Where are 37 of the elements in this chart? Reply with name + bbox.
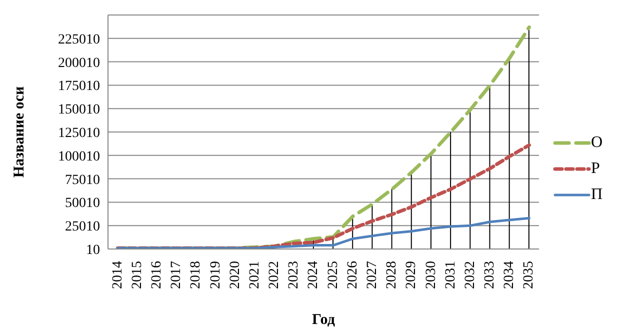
- y-tick-label: 175010: [58, 79, 100, 94]
- x-tick-label: 2034: [502, 261, 518, 289]
- x-tick-label: 2020: [228, 261, 243, 289]
- x-tick-label: 2027: [364, 261, 380, 289]
- x-tick-label: 2019: [208, 261, 224, 289]
- legend-label: Р: [591, 160, 600, 178]
- x-tick-label: 2033: [482, 261, 498, 289]
- x-tick-label: 2029: [404, 261, 420, 289]
- x-tick-label: 2023: [286, 261, 302, 289]
- y-tick-label: 225010: [58, 32, 100, 48]
- x-tick-label: 2022: [267, 261, 282, 289]
- x-tick-label: 2017: [169, 261, 184, 289]
- y-tick-label: 10: [86, 242, 100, 258]
- y-tick-label: 200010: [58, 56, 100, 71]
- x-tick-label: 2035: [522, 261, 537, 289]
- x-tick-label: 2016: [149, 261, 164, 289]
- legend-label: О: [591, 134, 603, 152]
- y-axis-title: Название оси: [11, 86, 28, 178]
- y-tick-label: 125010: [58, 126, 100, 141]
- y-tick-label: 25010: [65, 220, 100, 235]
- x-tick-label: 2031: [443, 261, 458, 289]
- legend-label: П: [591, 186, 603, 204]
- x-tick-label: 2028: [384, 261, 400, 289]
- x-tick-label: 2025: [326, 261, 341, 289]
- x-tick-label: 2021: [247, 261, 262, 289]
- x-tick-label: 2026: [345, 261, 360, 289]
- x-tick-label: 2014: [110, 261, 126, 289]
- x-tick-label: 2032: [462, 261, 478, 289]
- x-tick-label: 2030: [424, 261, 439, 289]
- y-tick-label: 75010: [65, 172, 100, 188]
- x-tick-label: 2015: [130, 261, 145, 289]
- y-tick-label: 100010: [58, 149, 100, 164]
- x-axis-title: Год: [312, 312, 336, 328]
- x-tick-label: 2018: [188, 261, 204, 289]
- y-tick-label: 150010: [58, 102, 100, 118]
- x-tick-label: 2024: [306, 261, 322, 289]
- y-tick-label: 50010: [65, 196, 100, 212]
